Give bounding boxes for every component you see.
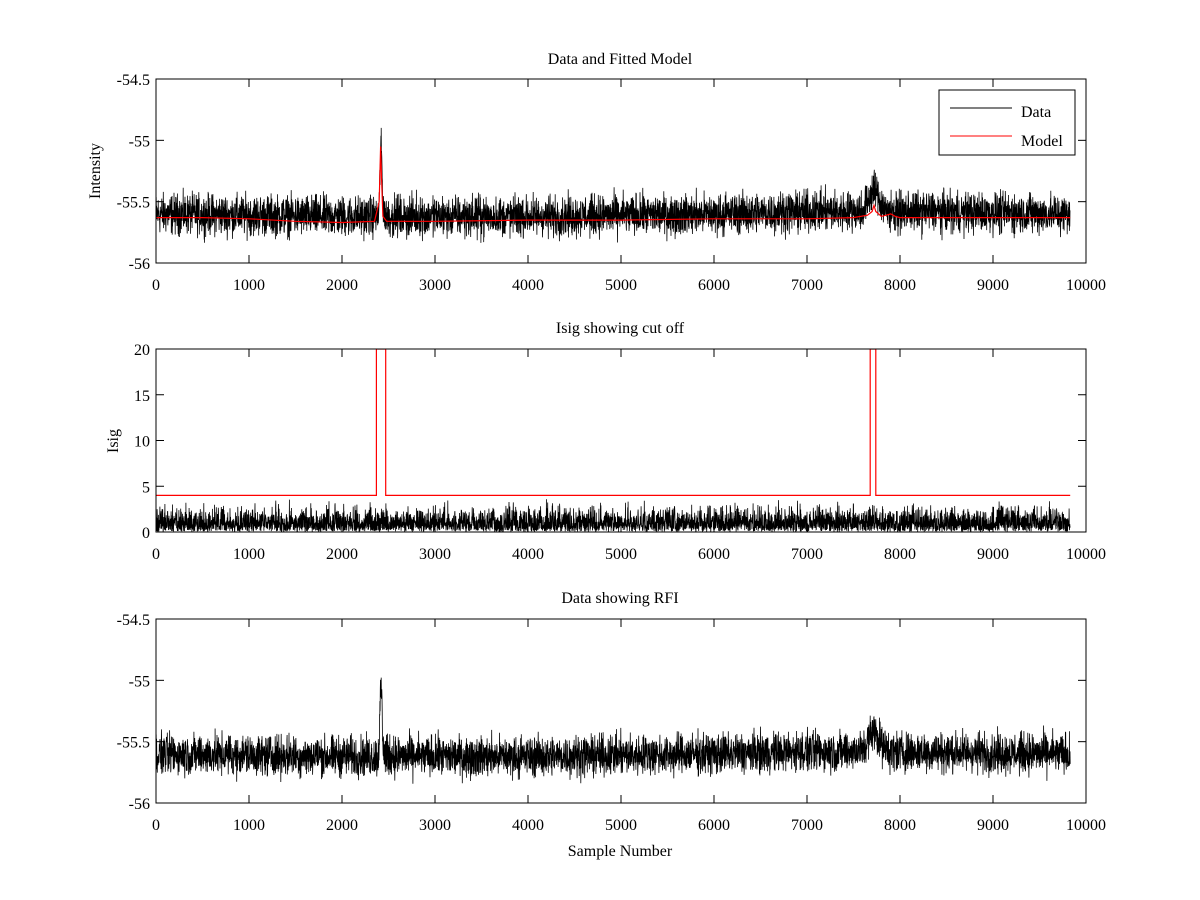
- x-tick-label: 7000: [791, 546, 823, 563]
- panel-data-showing-rfi: Data showing RFI Sample Number 0 1000 2000…: [117, 590, 1106, 860]
- x-tick-label: 8000: [884, 546, 916, 563]
- x-tick-label: 6000: [698, 546, 730, 563]
- y-tick-label: 20: [134, 342, 150, 359]
- cutoff-series-line: [156, 349, 1071, 496]
- x-tick-label: 2000: [326, 277, 358, 294]
- x-tick-label: 10000: [1066, 277, 1106, 294]
- x-tick-label: 4000: [512, 277, 544, 294]
- series-group: [156, 349, 1071, 532]
- data-series-line: [156, 677, 1071, 784]
- y-tick-label: 5: [142, 479, 150, 496]
- x-tick-label: 4000: [512, 546, 544, 563]
- y-tick-label: 0: [142, 525, 150, 542]
- plot-area: 0 1000 2000 3000 4000 5000 6000 7000 8000 9000 100…: [117, 612, 1106, 834]
- plot-area: 0 1000 2000 3000 4000 5000 6000 7000 8000 9000 100…: [134, 342, 1106, 563]
- x-axis-label: Sample Number: [568, 843, 673, 860]
- y-tick-label: -55: [129, 133, 150, 150]
- legend-label-model: Model: [1021, 133, 1063, 150]
- x-tick-label: 2000: [326, 817, 358, 834]
- x-tick-label: 1000: [233, 277, 265, 294]
- x-tick-label: 10000: [1066, 546, 1106, 563]
- x-tick-label: 0: [152, 277, 160, 294]
- y-tick-label: -55: [129, 673, 150, 690]
- series-group: [156, 127, 1071, 243]
- model-series-line: [156, 146, 1071, 224]
- x-tick-label: 5000: [605, 817, 637, 834]
- x-tick-label: 4000: [512, 817, 544, 834]
- x-tick-label: 8000: [884, 817, 916, 834]
- y-tick-label: -55.5: [117, 195, 150, 212]
- y-tick-label: -54.5: [117, 72, 150, 89]
- plot-area: 0 1000 2000 3000 4000 5000 6000 7000 8000 9000 100…: [117, 72, 1106, 294]
- x-tick-label: 7000: [791, 277, 823, 294]
- x-tick-label: 8000: [884, 277, 916, 294]
- x-tick-label: 3000: [419, 546, 451, 563]
- y-tick-label: -54.5: [117, 612, 150, 629]
- x-tick-label: 5000: [605, 546, 637, 563]
- x-tick-label: 0: [152, 546, 160, 563]
- y-axis-label: Isig: [105, 429, 122, 453]
- y-tick-label: -55.5: [117, 735, 150, 752]
- y-tick-label: -56: [129, 796, 150, 813]
- x-tick-label: 6000: [698, 817, 730, 834]
- series-group: [156, 677, 1071, 784]
- x-tick-label: 10000: [1066, 817, 1106, 834]
- x-tick-label: 2000: [326, 546, 358, 563]
- legend-label-data: Data: [1021, 104, 1051, 121]
- x-tick-label: 1000: [233, 546, 265, 563]
- panel-data-and-fitted-model: Data and Fitted Model Intensity 0 1000 200…: [87, 51, 1106, 294]
- y-tick-label: -56: [129, 256, 150, 273]
- legend-box: [938, 89, 1076, 156]
- x-tick-label: 3000: [419, 817, 451, 834]
- x-tick-label: 7000: [791, 817, 823, 834]
- x-tick-label: 5000: [605, 277, 637, 294]
- x-tick-label: 6000: [698, 277, 730, 294]
- plot-title: Data showing RFI: [561, 590, 678, 607]
- x-tick-label: 1000: [233, 817, 265, 834]
- x-tick-label: 9000: [977, 546, 1009, 563]
- plot-title: Isig showing cut off: [556, 320, 685, 337]
- x-tick-label: 0: [152, 817, 160, 834]
- data-series-line: [156, 499, 1071, 532]
- y-axis-label: Intensity: [87, 143, 104, 199]
- x-tick-label: 9000: [977, 277, 1009, 294]
- y-tick-label: 15: [134, 388, 150, 405]
- x-tick-label: 9000: [977, 817, 1009, 834]
- legend: Data Model: [938, 89, 1076, 156]
- plot-title: Data and Fitted Model: [548, 51, 693, 68]
- panel-isig-cutoff: Isig showing cut off Isig 0 1000 2000 3000 4…: [105, 320, 1106, 563]
- x-tick-label: 3000: [419, 277, 451, 294]
- y-tick-label: 10: [134, 434, 150, 451]
